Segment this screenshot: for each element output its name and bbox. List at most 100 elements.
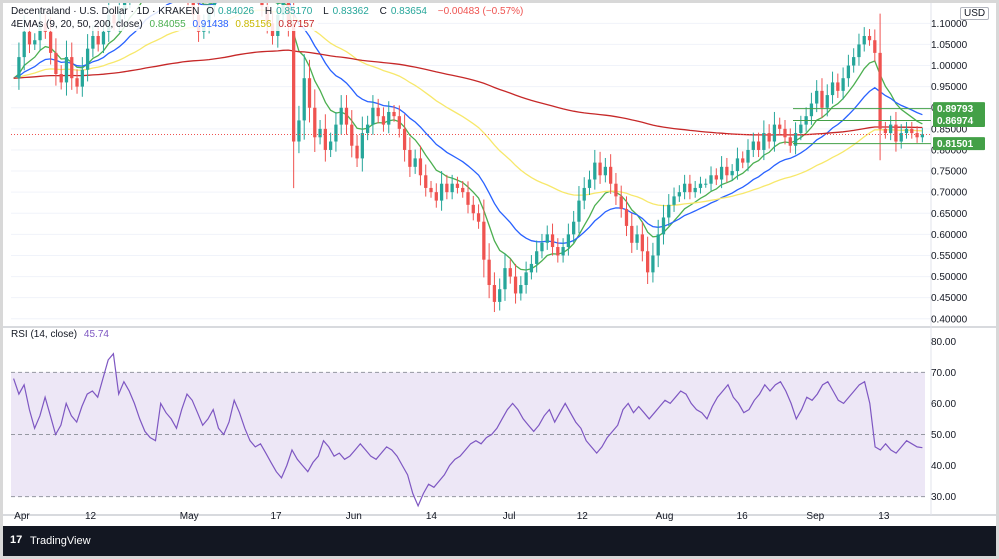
candle-up: [302, 78, 306, 121]
candle-up: [920, 134, 924, 138]
symbol-label[interactable]: Decentraland · U.S. Dollar · 1D · KRAKEN: [11, 6, 200, 17]
price-tick-label: 1.10000: [931, 19, 968, 30]
candle-up: [540, 242, 544, 252]
candle-up: [593, 162, 597, 180]
candle-down: [323, 128, 327, 150]
candle-down: [867, 35, 872, 41]
price-tick-label: 0.45000: [931, 293, 968, 304]
candle-down: [688, 183, 692, 193]
candle-down: [614, 183, 618, 197]
price-change: −0.00483 (−0.57%): [437, 6, 524, 17]
candle-up: [651, 255, 655, 273]
candle-down: [434, 192, 438, 201]
candle-down: [482, 221, 486, 260]
ohlc-high: H 0.85170: [264, 6, 313, 17]
candle-up: [719, 166, 724, 180]
time-tick-label: 13: [878, 511, 890, 522]
candle-down: [54, 52, 58, 74]
candle-down: [471, 204, 475, 214]
rsi-legend[interactable]: RSI (14, close) 45.74: [11, 328, 113, 341]
candle-down: [725, 166, 729, 176]
chart-svg[interactable]: 1.100001.050001.000000.950000.900000.850…: [3, 3, 996, 556]
candle-up: [899, 133, 903, 142]
candle-down: [878, 52, 882, 129]
ema-indicator-label: 4EMAs (9, 20, 50, 200, close): [11, 19, 143, 30]
candle-up: [830, 82, 835, 96]
candle-down: [714, 175, 718, 180]
price-tick-label: 0.60000: [931, 230, 968, 241]
candle-down: [778, 124, 782, 129]
time-tick-label: May: [180, 511, 199, 522]
ema9-value: 0.84055: [149, 19, 186, 30]
candle-up: [693, 187, 697, 193]
price-level-label: 0.86974: [937, 116, 974, 127]
ohlc-low: L 0.83362: [323, 6, 369, 17]
candle-up: [524, 272, 528, 286]
candle-up: [762, 133, 766, 150]
candle-up: [33, 40, 37, 45]
candle-up: [587, 179, 592, 188]
candle-down: [350, 124, 354, 146]
price-tick-label: 0.55000: [931, 251, 968, 262]
candle-down: [96, 35, 100, 45]
candle-up: [529, 263, 534, 273]
candle-up: [582, 187, 586, 201]
candle-down: [894, 124, 898, 142]
currency-selector[interactable]: USD: [960, 7, 990, 20]
candle-up: [519, 285, 523, 294]
chart-frame: 1.100001.050001.000000.950000.900000.850…: [3, 3, 996, 556]
candle-up: [577, 200, 581, 222]
candle-up: [318, 128, 322, 138]
candle-up: [38, 23, 42, 41]
candle-down: [307, 78, 312, 108]
price-level-label: 0.81501: [937, 139, 974, 150]
candle-up: [846, 65, 851, 79]
candle-down: [741, 158, 745, 163]
candle-down: [455, 183, 460, 188]
candle-up: [656, 234, 660, 256]
candle-up: [815, 90, 819, 104]
candle-down: [550, 234, 555, 248]
tradingview-logo-icon: 17: [10, 534, 23, 546]
candle-down: [381, 116, 386, 125]
candle-down: [70, 57, 74, 79]
candle-down: [445, 183, 449, 193]
candle-up: [365, 124, 370, 134]
tradingview-brand[interactable]: TradingView: [30, 535, 91, 547]
price-tick-label: 1.05000: [931, 40, 968, 51]
candle-up: [545, 234, 549, 243]
candle-down: [476, 213, 481, 222]
candle-down: [48, 31, 53, 53]
candle-up: [339, 107, 343, 125]
price-tick-label: 0.80000: [931, 145, 968, 156]
candle-up: [561, 247, 565, 256]
candle-down: [59, 73, 63, 83]
ema-legend[interactable]: 4EMAs (9, 20, 50, 200, close) 0.84055 0.…: [11, 18, 319, 31]
time-tick-label: 17: [270, 511, 282, 522]
rsi-label: RSI (14, close): [11, 329, 78, 340]
symbol-legend: Decentraland · U.S. Dollar · 1D · KRAKEN…: [11, 5, 528, 18]
candle-up: [698, 183, 703, 188]
candle-down: [756, 141, 761, 150]
candle-up: [841, 78, 845, 91]
candle-up: [772, 124, 777, 142]
ema200-value: 0.87157: [278, 19, 315, 30]
candle-down: [313, 107, 317, 138]
price-tick-label: 0.40000: [931, 314, 968, 325]
candle-down: [640, 234, 644, 252]
candle-up: [735, 158, 740, 172]
candle-down: [461, 187, 465, 193]
footer-bar: 17 TradingView: [3, 526, 996, 556]
candle-up: [101, 31, 106, 45]
candle-down: [836, 82, 840, 91]
price-tick-label: 0.65000: [931, 209, 968, 220]
candle-down: [492, 285, 497, 302]
candle-up: [387, 111, 391, 125]
candle-up: [439, 183, 444, 201]
candle-down: [915, 133, 919, 138]
candle-down: [429, 187, 433, 193]
price-tick-label: 0.95000: [931, 82, 968, 93]
candle-up: [450, 183, 454, 193]
candle-up: [572, 221, 576, 235]
candle-down: [376, 107, 380, 117]
